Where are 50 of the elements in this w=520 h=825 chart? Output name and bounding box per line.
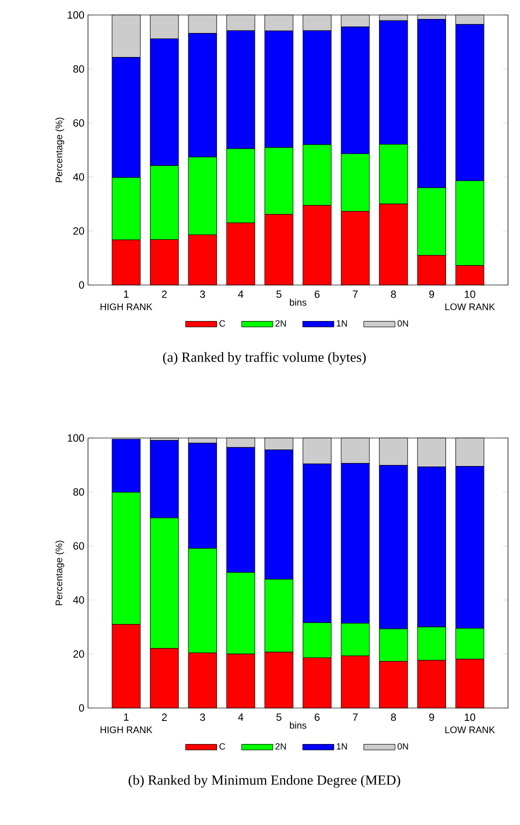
x-tick-label: 6	[314, 714, 320, 721]
text: (b) Ranked by Minimum Endone Degree (MED)	[128, 774, 400, 788]
y-tick-label: 100	[68, 11, 84, 19]
y-axis-title: Percentage (%)	[55, 118, 64, 182]
y-tick-label: 20	[73, 227, 84, 235]
y-tick-label: 60	[73, 119, 84, 127]
y-tick-label: 40	[73, 173, 84, 181]
y-axis-title: Percentage (%)	[55, 540, 64, 606]
x-tick-label: 5	[276, 290, 282, 298]
x-tick-label: 10	[464, 290, 476, 298]
y-tick-label: 80	[73, 65, 84, 73]
x-tick-label: 1	[124, 290, 129, 298]
x-tick-label: 2	[162, 290, 167, 298]
x-axis-title: bins	[290, 722, 306, 729]
x-tick-label: 10	[464, 714, 476, 721]
x-tick-label: 9	[429, 714, 434, 721]
y-tick-label: 0	[79, 704, 84, 712]
legend-label: 0N	[398, 320, 408, 327]
x-tick-label: 3	[200, 714, 205, 721]
legend-label: 2N	[276, 320, 286, 326]
legend-label: 1N	[336, 320, 347, 326]
x-tick-label: 4	[238, 714, 244, 721]
legend-label: C	[219, 743, 226, 750]
y-tick-label: 60	[73, 542, 84, 550]
text: (a) Ranked by traffic volume (bytes)	[163, 352, 366, 365]
text: LOW RANK	[445, 303, 495, 310]
x-tick-label: 8	[391, 290, 396, 298]
text: LOW RANK	[445, 726, 495, 734]
x-tick-label: 2	[162, 714, 167, 721]
y-tick-label: 40	[73, 596, 84, 604]
legend-label: 1N	[336, 743, 347, 750]
text: HIGH RANK	[100, 303, 152, 310]
legend-label: C	[219, 320, 226, 327]
x-tick-label: 1	[124, 714, 129, 721]
legend-label: 0N	[398, 743, 408, 750]
x-tick-label: 6	[314, 290, 320, 298]
x-tick-label: 7	[352, 290, 358, 298]
y-tick-label: 100	[68, 434, 84, 442]
y-tick-label: 80	[73, 488, 84, 496]
legend-label: 2N	[276, 743, 286, 750]
y-tick-label: 20	[73, 650, 84, 658]
x-tick-label: 4	[238, 290, 244, 298]
x-tick-label: 7	[352, 714, 358, 721]
y-tick-label: 0	[79, 281, 84, 289]
text: HIGH RANK	[100, 726, 152, 734]
x-tick-label: 3	[200, 290, 205, 298]
x-axis-title: bins	[290, 298, 306, 306]
x-tick-label: 9	[429, 290, 434, 298]
x-tick-label: 5	[276, 714, 282, 721]
x-tick-label: 8	[391, 714, 396, 721]
